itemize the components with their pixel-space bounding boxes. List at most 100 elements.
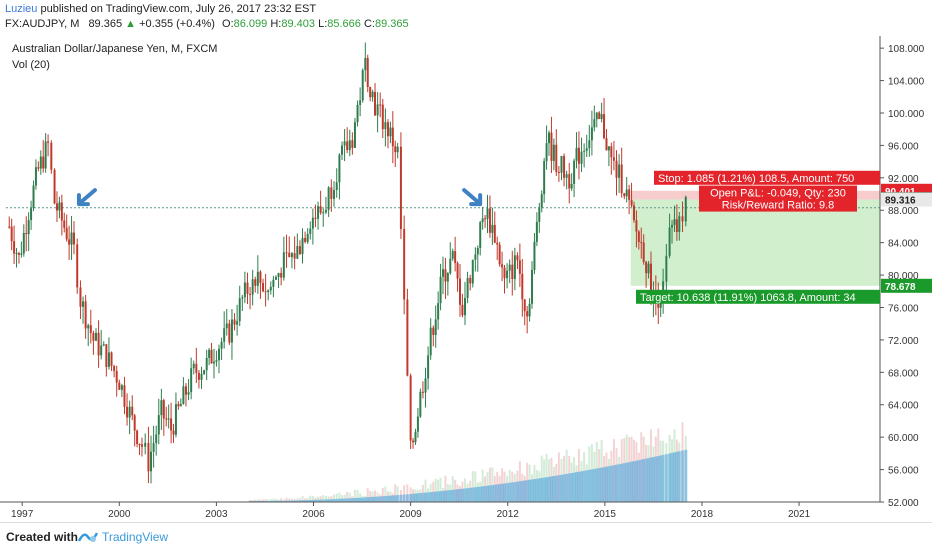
candle-body [374, 91, 377, 116]
volume-bar [341, 495, 344, 502]
candle-body [246, 282, 249, 294]
volume-ma-bar [498, 484, 502, 502]
candle-body [70, 232, 73, 245]
candle-body [678, 216, 681, 232]
volume-ma-bar [615, 464, 619, 502]
volume-bar [369, 491, 372, 502]
low-label: L: [318, 18, 328, 30]
volume-ma-bar [547, 476, 551, 502]
candle-body [68, 239, 71, 245]
y-tick-label: 100.000 [888, 109, 925, 120]
volume-ma-bar [409, 493, 413, 502]
candle-body [406, 299, 409, 376]
volume-bar [254, 499, 257, 502]
volume-ma-bar [684, 449, 688, 502]
candle-body [10, 226, 13, 242]
volume-ma-bar [308, 499, 312, 502]
candle-body [348, 140, 351, 151]
candle-body [280, 272, 283, 278]
volume-ma-bar [399, 494, 403, 502]
volume-ma-bar [642, 459, 646, 502]
candle-body [493, 224, 496, 243]
volume-ma-bar [500, 483, 504, 502]
candle-body [30, 208, 33, 221]
candle-body [595, 112, 598, 120]
volume-bar [264, 499, 267, 502]
y-tick-label: 60.000 [888, 433, 919, 444]
candle-body [82, 301, 85, 307]
volume-ma-bar [632, 461, 636, 502]
candle-body [290, 253, 293, 258]
candle-body [577, 147, 580, 164]
volume-ma-bar [396, 495, 400, 502]
candle-body [256, 271, 259, 286]
candle-body [293, 253, 296, 259]
volume-ma-bar [424, 492, 428, 502]
candles [8, 42, 687, 484]
volume-ma-bar [306, 500, 310, 502]
x-tick-label: 1997 [11, 509, 34, 520]
candle-body [427, 355, 430, 379]
volume-ma-bar [510, 482, 514, 502]
volume-ma-bar [363, 497, 367, 502]
candle-body [150, 451, 153, 472]
y-tick-label: 92.000 [888, 174, 919, 185]
volume-ma-bar [350, 498, 354, 502]
volume-ma-bar [471, 487, 475, 502]
candle-body [570, 183, 573, 189]
arrow-head [469, 193, 483, 207]
candle-body [684, 196, 687, 222]
candle-body [53, 169, 56, 204]
volume-bar [396, 486, 399, 502]
author-link[interactable]: Luzieu [5, 3, 38, 15]
candle-body [605, 138, 608, 151]
volume-bar [317, 496, 320, 502]
change-value: +0.355 (+0.4%) [139, 18, 215, 30]
up-triangle-icon: ▲ [125, 18, 137, 30]
arrow-head [76, 193, 90, 207]
volume-ma-bar [343, 498, 347, 502]
candle-body [220, 341, 223, 349]
volume-bar [488, 467, 491, 502]
candle-body [267, 290, 270, 293]
candle-body [322, 212, 325, 214]
candle-body [317, 206, 320, 219]
volume-ma-bar [557, 475, 561, 502]
tradingview-brand-link[interactable]: TradingView [102, 530, 169, 544]
candle-body [568, 174, 571, 189]
volume-ma-bar [664, 454, 668, 502]
volume-bar [280, 498, 283, 502]
y-tick-label: 108.000 [888, 44, 925, 55]
candle-body [416, 416, 419, 432]
candle-body [205, 357, 208, 371]
candle-body [498, 244, 501, 265]
volume-ma-bar [575, 472, 579, 502]
candle-body [37, 167, 40, 169]
volume-ma-bar [266, 500, 270, 502]
volume-ma-bar [368, 497, 372, 502]
volume-ma-bar [381, 496, 385, 502]
candle-body [311, 217, 314, 229]
volume-ma-bar [681, 450, 685, 502]
volume-ma-bar [277, 500, 281, 502]
x-tick-label: 2012 [497, 509, 520, 520]
candle-body [100, 345, 103, 356]
volume-ma-bar [549, 476, 553, 502]
candle-body [640, 242, 643, 244]
y-tick-label: 52.000 [888, 498, 919, 509]
candle-body [225, 323, 228, 329]
candle-body [167, 418, 170, 420]
volume-bar [381, 487, 384, 502]
volume-bar [324, 495, 327, 502]
candle-body [628, 189, 631, 200]
candle-body [63, 220, 66, 228]
candle-body [501, 264, 504, 268]
high-label: H: [270, 18, 282, 30]
candle-body [610, 146, 613, 158]
price-chart[interactable]: 108.000104.000100.00096.00092.00088.0008… [0, 36, 932, 522]
volume-bar [348, 492, 351, 502]
volume-ma-bar [590, 469, 594, 502]
candle-body [233, 319, 236, 325]
candle-body [223, 328, 226, 342]
publish-info: published on TradingView.com, July 26, 2… [40, 3, 317, 15]
